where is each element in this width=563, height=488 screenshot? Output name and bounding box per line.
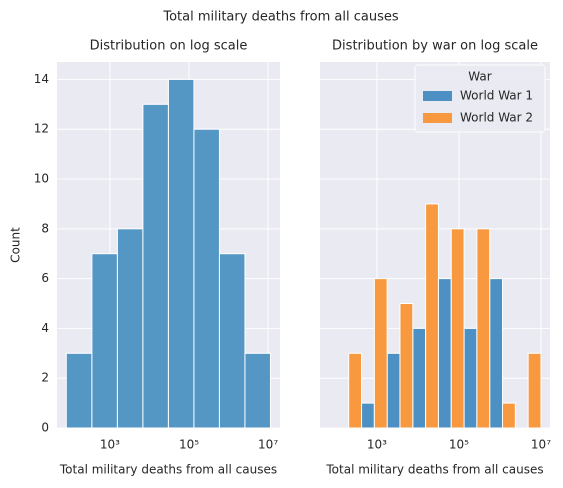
y-tick-label: 4	[41, 321, 49, 335]
legend-swatch	[423, 91, 452, 101]
legend-label: World War 1	[460, 89, 533, 103]
bar	[116, 228, 144, 429]
y-tick-label: 8	[41, 221, 49, 235]
bar	[412, 327, 427, 429]
x-axis-label: Total military deaths from all causes	[59, 463, 277, 477]
bar	[527, 352, 542, 429]
legend-title: War	[468, 70, 491, 84]
bar	[476, 228, 491, 429]
legend-swatch	[423, 113, 452, 123]
x-tick-label: 10⁵	[449, 438, 469, 452]
figure-title: Total military deaths from all causes	[162, 10, 399, 25]
bar	[399, 303, 414, 429]
y-tick-label: 2	[41, 371, 49, 385]
x-tick-label: 10⁷	[258, 438, 278, 452]
bar	[142, 103, 169, 429]
bar	[502, 402, 516, 429]
bar	[167, 78, 195, 429]
axes-title: Distribution by war on log scale	[332, 39, 538, 54]
bar	[65, 352, 93, 429]
bar	[244, 352, 271, 429]
legend-label: World War 2	[460, 111, 533, 125]
x-tick-label: 10³	[100, 438, 120, 452]
bar	[386, 352, 401, 429]
y-tick-label: 6	[41, 271, 49, 285]
bar	[425, 203, 439, 429]
bar	[91, 253, 118, 429]
y-axis-label: Count	[9, 227, 23, 263]
bar	[218, 253, 246, 429]
x-tick-label: 10⁵	[179, 438, 199, 452]
bar	[489, 278, 504, 429]
bar	[450, 228, 465, 429]
bar	[463, 327, 478, 429]
bar	[193, 128, 220, 429]
y-tick-label: 0	[41, 421, 49, 435]
y-tick-label: 10	[34, 172, 49, 186]
axes-title: Distribution on log scale	[90, 39, 248, 54]
x-axis-label: Total military deaths from all causes	[325, 463, 543, 477]
x-tick-label: 10³	[367, 438, 387, 452]
bar	[361, 402, 375, 429]
bar	[373, 278, 388, 429]
x-tick-label: 10⁷	[531, 438, 551, 452]
bar	[437, 278, 452, 429]
y-tick-label: 14	[34, 72, 49, 86]
bar	[348, 352, 363, 429]
y-tick-label: 12	[34, 122, 49, 136]
